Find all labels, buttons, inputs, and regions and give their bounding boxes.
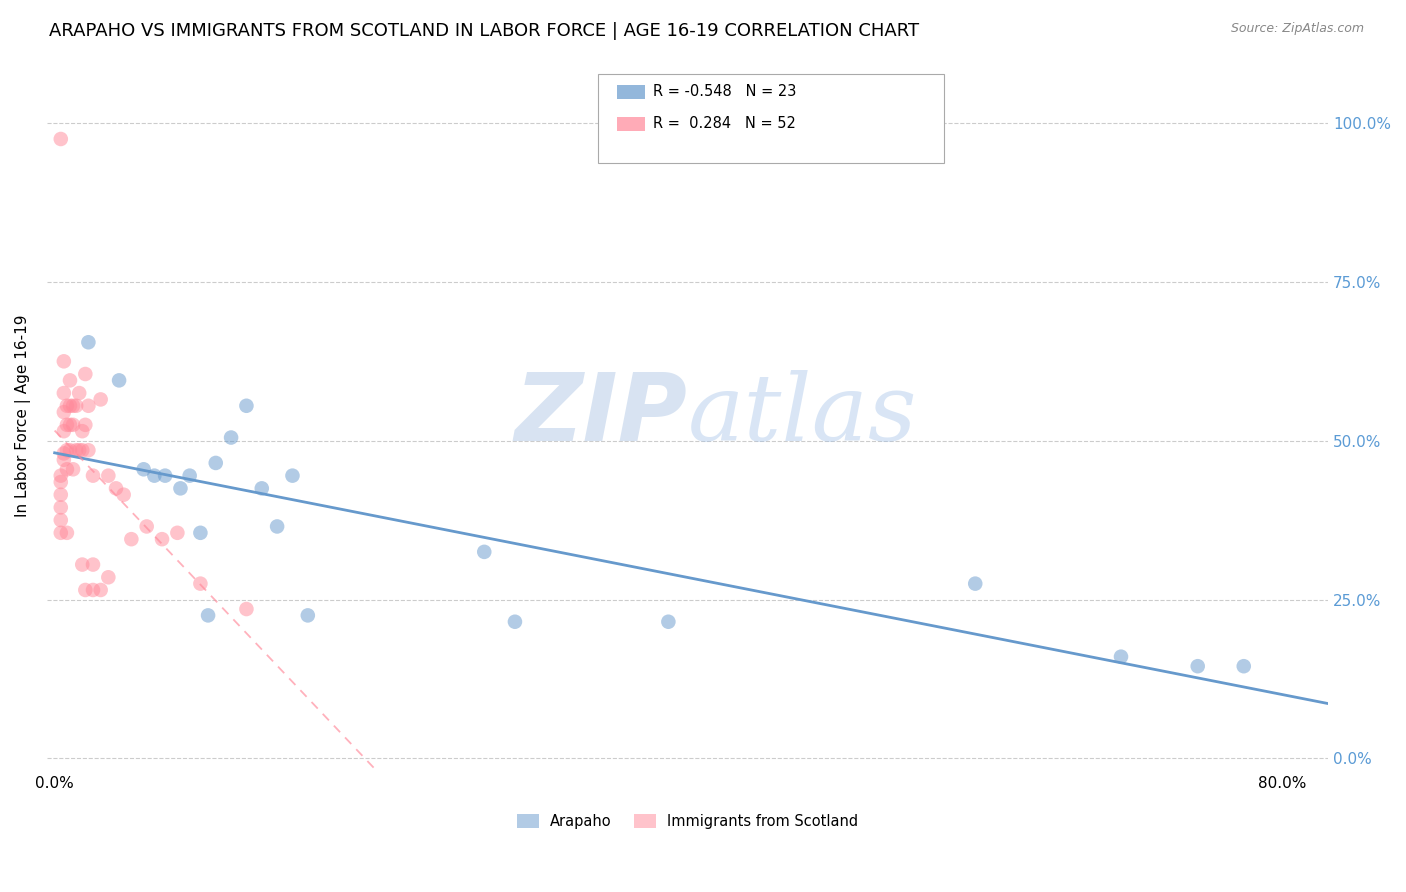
Text: R = -0.548   N = 23: R = -0.548 N = 23 [652, 84, 796, 99]
Point [49, 500, 72, 515]
Point [72, 443, 94, 458]
Point [75, 367, 97, 381]
Point [52, 424, 75, 438]
Point [56, 399, 79, 413]
Point [266, 519, 288, 533]
Point [52, 386, 75, 401]
Point [59, 443, 82, 458]
Point [112, 488, 135, 502]
Point [62, 399, 84, 413]
Point [82, 582, 104, 597]
Point [235, 602, 257, 616]
Point [1187, 659, 1209, 673]
Point [235, 399, 257, 413]
Text: atlas: atlas [688, 370, 917, 460]
Legend: Arapaho, Immigrants from Scotland: Arapaho, Immigrants from Scotland [510, 808, 865, 835]
Point [169, 481, 191, 495]
Point [56, 417, 79, 432]
Point [82, 558, 104, 572]
Point [503, 615, 526, 629]
Point [77, 399, 100, 413]
Y-axis label: In Labor Force | Age 16-19: In Labor Force | Age 16-19 [15, 314, 31, 516]
Point [59, 399, 82, 413]
Point [52, 354, 75, 368]
Point [166, 525, 188, 540]
Point [281, 468, 304, 483]
Point [65, 443, 87, 458]
Text: Source: ZipAtlas.com: Source: ZipAtlas.com [1230, 22, 1364, 36]
Point [143, 468, 166, 483]
Point [965, 576, 987, 591]
Point [77, 335, 100, 350]
Point [59, 373, 82, 387]
Point [132, 462, 155, 476]
Point [82, 468, 104, 483]
Point [77, 443, 100, 458]
Point [204, 456, 226, 470]
Point [75, 582, 97, 597]
Point [250, 481, 273, 495]
Point [49, 525, 72, 540]
Point [52, 446, 75, 460]
Point [56, 525, 79, 540]
Point [62, 417, 84, 432]
Point [49, 132, 72, 146]
Point [1233, 659, 1256, 673]
Point [62, 462, 84, 476]
Point [97, 468, 120, 483]
FancyBboxPatch shape [617, 86, 645, 99]
Point [49, 488, 72, 502]
Point [49, 513, 72, 527]
Point [135, 519, 157, 533]
Point [72, 424, 94, 438]
Point [75, 417, 97, 432]
Point [90, 582, 112, 597]
Point [105, 481, 128, 495]
Point [67, 386, 90, 401]
Point [56, 443, 79, 458]
Point [150, 532, 173, 546]
Text: ARAPAHO VS IMMIGRANTS FROM SCOTLAND IN LABOR FORCE | AGE 16-19 CORRELATION CHART: ARAPAHO VS IMMIGRANTS FROM SCOTLAND IN L… [49, 22, 920, 40]
FancyBboxPatch shape [617, 118, 645, 131]
Point [49, 475, 72, 489]
Point [90, 392, 112, 407]
FancyBboxPatch shape [598, 74, 943, 162]
Point [657, 615, 679, 629]
Point [190, 525, 212, 540]
Point [472, 545, 495, 559]
Point [49, 468, 72, 483]
Point [56, 462, 79, 476]
Point [97, 570, 120, 584]
Point [120, 532, 142, 546]
Point [1109, 649, 1132, 664]
Point [179, 468, 201, 483]
Point [108, 373, 131, 387]
Point [197, 608, 219, 623]
Point [52, 405, 75, 419]
Point [219, 431, 242, 445]
Point [52, 452, 75, 467]
Point [67, 443, 90, 458]
Text: ZIP: ZIP [515, 369, 688, 461]
Point [65, 399, 87, 413]
Point [72, 558, 94, 572]
Point [297, 608, 319, 623]
Point [59, 417, 82, 432]
Point [190, 576, 212, 591]
Point [153, 468, 176, 483]
Text: R =  0.284   N = 52: R = 0.284 N = 52 [652, 116, 796, 131]
